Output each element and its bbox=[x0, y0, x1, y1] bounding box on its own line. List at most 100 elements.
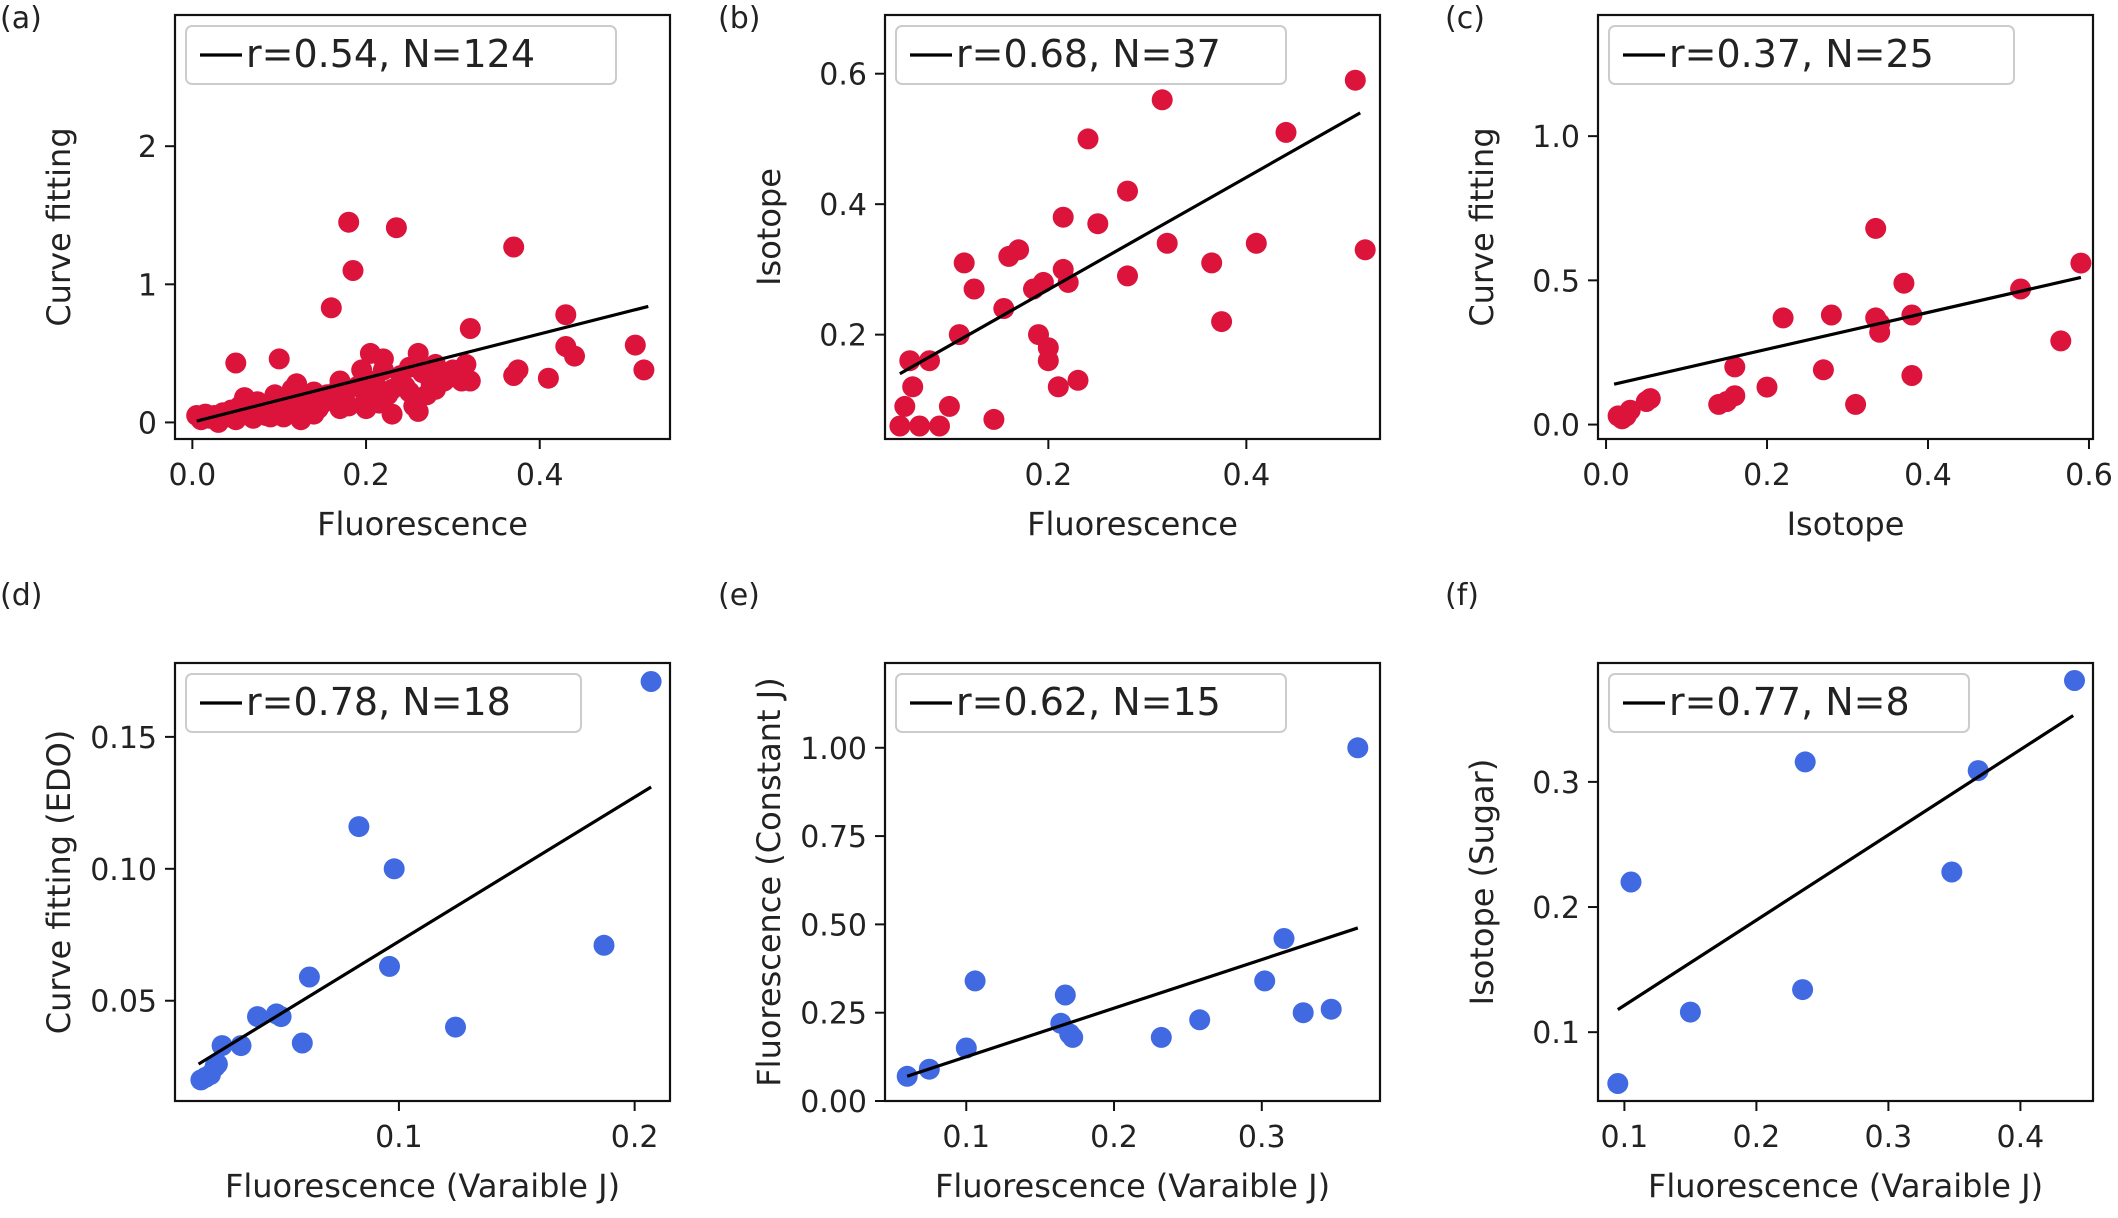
data-point bbox=[503, 236, 525, 258]
data-point bbox=[564, 345, 585, 367]
data-point bbox=[338, 395, 360, 417]
legend-box bbox=[185, 673, 582, 733]
data-point bbox=[902, 376, 924, 398]
data-point bbox=[2070, 252, 2092, 274]
data-point bbox=[1354, 239, 1376, 261]
data-point bbox=[1620, 871, 1642, 893]
data-point bbox=[225, 352, 247, 374]
data-point bbox=[234, 387, 255, 409]
panel-f: (f) 0.1 0.2 0.3 0.4 0.1 0.2 0.3 Fluorescence (Va… bbox=[1445, 578, 2095, 1205]
legend: r=0.37, N=25 bbox=[1608, 25, 2015, 85]
panel-b: (b) 0.2 0.4 0.2 0.4 0.6 Fluorescence Isotope r=0… bbox=[718, 1, 1382, 543]
y-tick-label: 0.3 bbox=[1532, 766, 1580, 801]
data-point bbox=[381, 378, 403, 400]
data-point bbox=[1893, 272, 1915, 294]
data-point bbox=[372, 348, 394, 370]
y-tick-label: 0.6 bbox=[819, 58, 867, 93]
data-point bbox=[1117, 180, 1138, 202]
data-point bbox=[953, 252, 975, 274]
x-tick-label: 0.3 bbox=[1238, 1120, 1286, 1155]
axes-frame bbox=[173, 13, 672, 441]
y-tick-label: 0.0 bbox=[1532, 409, 1580, 444]
panel-e: (e) 0.1 0.2 0.3 0.00 0.25 0.50 0.75 1.00 Fluoresc… bbox=[718, 578, 1382, 1205]
data-point bbox=[320, 297, 342, 319]
y-tick-label: 0.00 bbox=[800, 1085, 867, 1120]
panel-label: (e) bbox=[718, 578, 760, 613]
legend-text: r=0.77, N=8 bbox=[1669, 680, 1910, 724]
y-tick-label: 1.00 bbox=[800, 732, 867, 767]
panel-c: (c) 0.0 0.2 0.4 0.6 0.0 0.5 1.0 Isotope Curve fit… bbox=[1445, 1, 2113, 543]
fit-line bbox=[906, 926, 1359, 1078]
legend-box bbox=[1608, 673, 1970, 733]
data-point bbox=[929, 415, 950, 437]
y-axis-label: Isotope bbox=[750, 168, 788, 286]
x-tick-label: 0.3 bbox=[1865, 1120, 1913, 1155]
data-point bbox=[1052, 206, 1074, 228]
data-point bbox=[298, 966, 320, 988]
data-point bbox=[1156, 232, 1178, 254]
data-point bbox=[1059, 1023, 1081, 1045]
data-point bbox=[1211, 311, 1233, 333]
data-point bbox=[1607, 1073, 1629, 1094]
legend-text: r=0.37, N=25 bbox=[1669, 32, 1934, 76]
data-point bbox=[1245, 232, 1267, 254]
data-point bbox=[445, 1016, 466, 1038]
data-point bbox=[1820, 304, 1842, 326]
y-tick-label: 0.2 bbox=[819, 319, 867, 354]
data-point bbox=[1189, 1009, 1211, 1031]
legend-text: r=0.68, N=37 bbox=[956, 32, 1221, 76]
data-point bbox=[1794, 751, 1816, 773]
data-point bbox=[633, 359, 655, 381]
x-axis-label: Fluorescence (Varaible J) bbox=[225, 1167, 620, 1205]
x-axis-label: Fluorescence (Varaible J) bbox=[1648, 1167, 2043, 1205]
data-point bbox=[1344, 69, 1366, 91]
data-point bbox=[964, 970, 986, 992]
panel-label: (c) bbox=[1445, 1, 1485, 36]
x-axis-label: Isotope bbox=[1787, 505, 1905, 543]
data-point bbox=[1724, 356, 1746, 378]
fit-line bbox=[197, 785, 652, 1066]
y-tick-label: 0.50 bbox=[800, 908, 867, 943]
data-point bbox=[338, 211, 360, 233]
x-tick-label: 0.2 bbox=[1024, 458, 1072, 493]
legend: r=0.62, N=15 bbox=[895, 673, 1287, 733]
panel-label: (d) bbox=[0, 578, 42, 613]
data-point bbox=[199, 1064, 221, 1086]
x-tick-label: 0.4 bbox=[516, 458, 564, 493]
x-tick-label: 0.2 bbox=[1733, 1120, 1781, 1155]
x-tick-label: 0.1 bbox=[942, 1120, 990, 1155]
data-point bbox=[1716, 391, 1738, 412]
data-point bbox=[342, 260, 364, 281]
legend-text: r=0.54, N=124 bbox=[246, 32, 535, 76]
data-point bbox=[1077, 128, 1099, 150]
data-point bbox=[1275, 121, 1297, 143]
data-point bbox=[425, 378, 446, 400]
data-point bbox=[320, 389, 342, 411]
data-point bbox=[624, 334, 646, 356]
legend: r=0.54, N=124 bbox=[185, 25, 617, 85]
data-point bbox=[459, 318, 481, 339]
y-axis-label: Fluorescence (Constant J) bbox=[750, 677, 788, 1086]
panel-label: (f) bbox=[1445, 578, 1479, 613]
data-point bbox=[1865, 217, 1887, 239]
data-point bbox=[247, 1006, 268, 1028]
data-point bbox=[998, 245, 1020, 267]
data-point bbox=[555, 304, 577, 326]
data-point bbox=[381, 403, 403, 425]
legend-text: r=0.62, N=15 bbox=[956, 680, 1221, 724]
data-point bbox=[1067, 369, 1089, 391]
data-point bbox=[211, 1035, 233, 1057]
y-tick-label: 2 bbox=[138, 130, 157, 165]
data-point bbox=[1151, 89, 1173, 111]
data-point bbox=[1254, 970, 1276, 992]
data-point bbox=[1087, 213, 1109, 235]
y-tick-label: 0.10 bbox=[90, 853, 157, 888]
x-tick-label: 0.2 bbox=[611, 1120, 659, 1155]
data-point bbox=[1679, 1001, 1701, 1023]
y-tick-label: 0.2 bbox=[1532, 891, 1580, 926]
data-point bbox=[889, 415, 911, 437]
fit-line bbox=[1616, 714, 2075, 1011]
data-point bbox=[364, 384, 386, 406]
fit-line bbox=[1613, 275, 2082, 386]
